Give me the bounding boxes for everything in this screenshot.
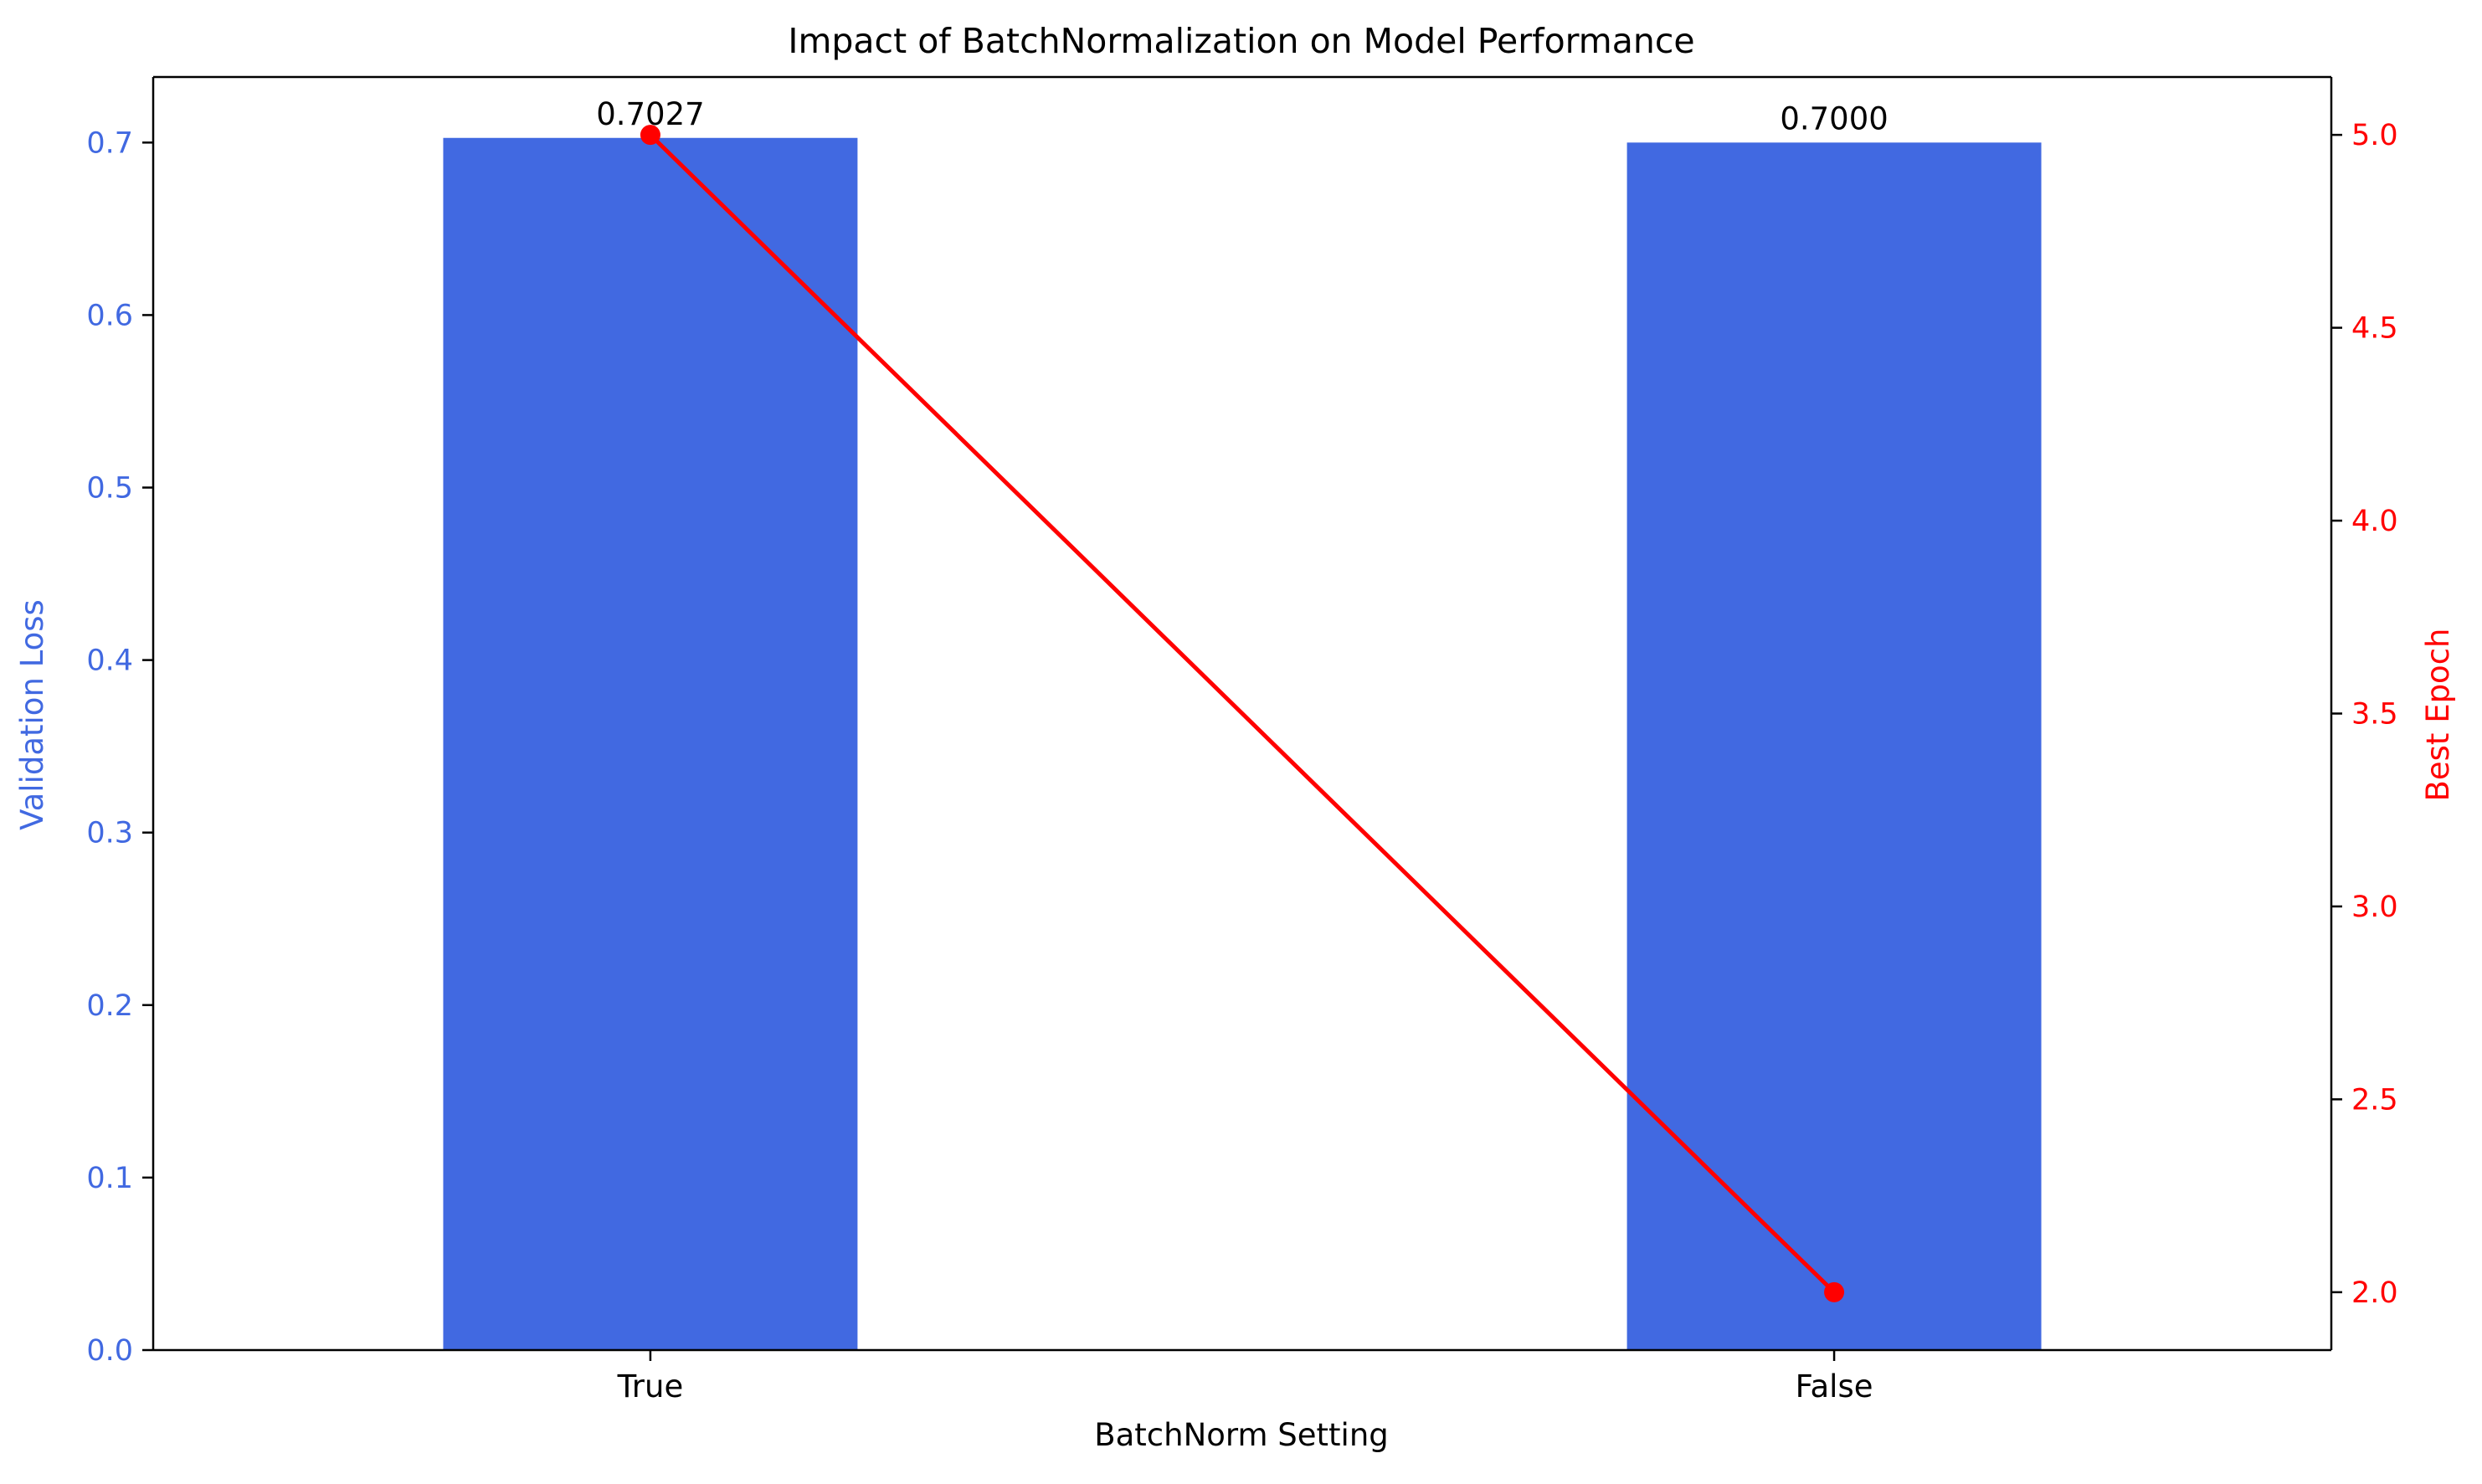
y-left-tick-label: 0.0 — [86, 1334, 133, 1368]
y-axis-left-label: Validation Loss — [14, 599, 50, 830]
y-left-tick-label: 0.1 — [86, 1162, 133, 1195]
y-right-tick-label: 5.0 — [2351, 119, 2398, 152]
chart-title: Impact of BatchNormalization on Model Pe… — [788, 21, 1694, 61]
bar-group — [443, 137, 2042, 1350]
x-tick-label-false: False — [1796, 1368, 1873, 1404]
best-epoch-line — [649, 133, 1836, 1294]
left-tick-group: 0.0 0.1 0.2 0.3 0.4 0.5 0.6 0.7 — [86, 126, 153, 1368]
best-epoch-point-false — [1824, 1281, 1845, 1302]
y-right-tick-label: 3.5 — [2351, 698, 2398, 732]
y-right-tick-label: 3.0 — [2351, 891, 2398, 924]
y-right-tick-label: 4.0 — [2351, 505, 2398, 538]
y-left-tick-label: 0.4 — [86, 644, 133, 678]
bar-value-label-false: 0.7000 — [1780, 100, 1888, 136]
y-left-tick-label: 0.7 — [86, 126, 133, 160]
y-left-tick-label: 0.3 — [86, 817, 133, 850]
bar-true — [443, 137, 858, 1350]
y-axis-right-label: Best Epoch — [2420, 629, 2456, 802]
bar-false — [1626, 142, 2042, 1350]
x-axis-label: BatchNorm Setting — [1094, 1417, 1389, 1453]
best-epoch-point-true — [640, 125, 660, 146]
x-tick-label-true: True — [617, 1368, 684, 1404]
y-left-tick-label: 0.2 — [86, 989, 133, 1023]
y-right-tick-label: 2.0 — [2351, 1276, 2398, 1310]
right-tick-group: 2.0 2.5 3.0 3.5 4.0 4.5 5.0 — [2331, 119, 2398, 1310]
y-left-tick-label: 0.6 — [86, 299, 133, 332]
line-group — [640, 125, 1845, 1302]
x-tick-group: True False — [617, 1350, 1873, 1404]
y-right-tick-label: 2.5 — [2351, 1083, 2398, 1117]
y-right-tick-label: 4.5 — [2351, 312, 2398, 346]
bar-label-group: 0.7027 0.7000 — [596, 96, 1888, 137]
y-left-tick-label: 0.5 — [86, 472, 133, 506]
